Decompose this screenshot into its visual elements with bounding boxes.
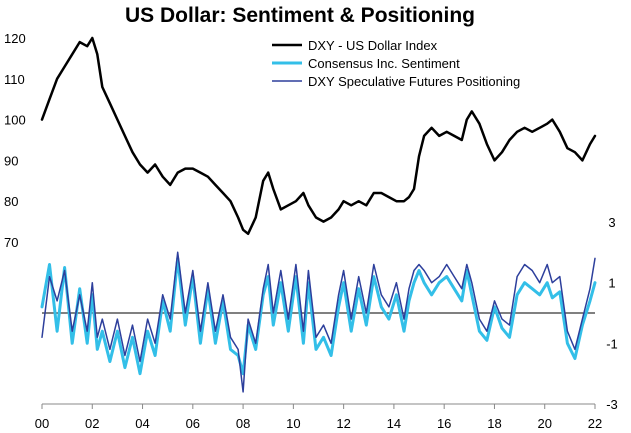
x-tick-label: 20 <box>537 416 551 431</box>
x-tick-label: 12 <box>336 416 350 431</box>
y-right-tick-label: 1 <box>608 276 615 291</box>
y-left-tick-label: 110 <box>4 72 25 87</box>
chart-title: US Dollar: Sentiment & Positioning <box>125 4 475 27</box>
series-line-dxy-index <box>40 36 597 236</box>
y-left-tick-label: 120 <box>4 31 26 46</box>
legend-label-dxy: DXY - US Dollar Index <box>308 38 438 53</box>
x-tick-label: 00 <box>35 416 49 431</box>
axes: 00 02 04 06 08 10 12 14 16 18 20 22 70 80 90 100 110 120 3… <box>4 31 618 431</box>
series-line-consensus-sentiment <box>40 256 597 376</box>
y-right-tick-label: -3 <box>606 397 618 412</box>
legend-label-positioning: DXY Speculative Futures Positioning <box>308 74 520 89</box>
series-line-dxy-positioning <box>41 251 596 393</box>
legend-label-sentiment: Consensus Inc. Sentiment <box>308 56 460 71</box>
x-tick-label: 16 <box>437 416 451 431</box>
y-left-tick-label: 100 <box>4 113 26 128</box>
y-left-tick-label: 70 <box>4 235 18 250</box>
x-tick-label: 14 <box>387 416 401 431</box>
legend: DXY - US Dollar Index Consensus Inc. Sen… <box>272 38 520 89</box>
x-tick-label: 22 <box>588 416 602 431</box>
y-left-tick-label: 80 <box>4 194 18 209</box>
series-layer <box>40 36 597 393</box>
x-tick-label: 08 <box>236 416 250 431</box>
x-tick-label: 10 <box>286 416 300 431</box>
x-tick-label: 02 <box>85 416 99 431</box>
y-left-tick-label: 90 <box>4 153 18 168</box>
x-tick-label: 04 <box>135 416 149 431</box>
x-tick-label: 18 <box>487 416 501 431</box>
y-right-tick-label: -1 <box>606 336 618 351</box>
y-right-tick-label: 3 <box>608 215 615 230</box>
x-tick-label: 06 <box>186 416 200 431</box>
